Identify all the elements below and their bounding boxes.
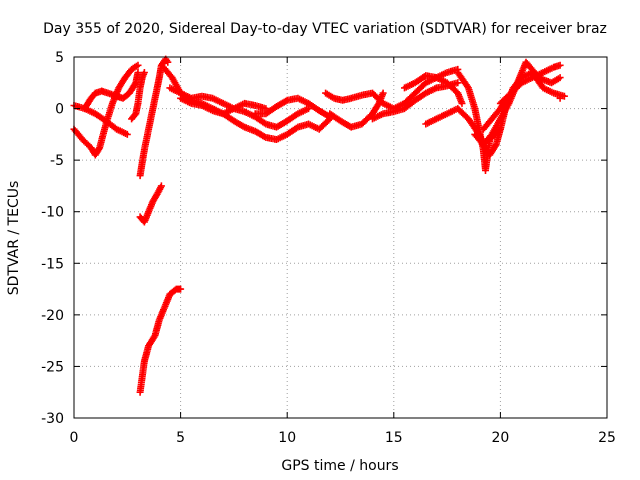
y-tick-label: -15 xyxy=(41,256,64,272)
y-tick-label: -10 xyxy=(41,205,64,221)
data-point xyxy=(123,130,131,138)
data-point xyxy=(150,333,158,341)
data-point xyxy=(131,80,139,88)
y-tick-label: -30 xyxy=(41,411,64,427)
y-tick-label: -20 xyxy=(41,308,64,324)
x-tick-labels: 0 5 10 15 20 25 xyxy=(70,430,616,446)
plot-frame xyxy=(73,56,608,419)
data-point xyxy=(379,89,387,97)
data-point xyxy=(177,285,185,293)
x-tick-label: 20 xyxy=(491,430,509,446)
data-point xyxy=(556,74,564,82)
y-tick-label: 0 xyxy=(55,102,64,118)
data-point xyxy=(502,96,510,104)
data-points xyxy=(70,55,568,396)
data-point xyxy=(556,94,564,102)
data-point xyxy=(260,133,268,141)
data-point xyxy=(134,69,142,76)
data-point xyxy=(560,92,568,100)
x-tick-label: 15 xyxy=(385,430,403,446)
data-point xyxy=(164,58,172,66)
x-tick-label: 10 xyxy=(278,430,296,446)
data-point xyxy=(134,61,142,69)
data-point xyxy=(458,99,466,107)
data-point xyxy=(282,97,290,105)
y-tick-label: -25 xyxy=(41,359,64,375)
x-axis-label: GPS time / hours xyxy=(281,458,398,474)
data-point xyxy=(95,145,103,153)
y-tick-labels: 5 0 -5 -10 -15 -20 -25 -30 xyxy=(41,50,64,427)
y-tick-label: -5 xyxy=(50,153,64,169)
data-point xyxy=(454,79,462,87)
data-point xyxy=(157,182,165,190)
y-tick-label: 5 xyxy=(55,50,64,66)
data-point xyxy=(503,94,511,102)
x-tick-label: 5 xyxy=(176,430,185,446)
data-point xyxy=(262,105,270,113)
x-tick-label: 0 xyxy=(70,430,79,446)
axis-ticks xyxy=(73,56,608,419)
data-point xyxy=(140,69,148,76)
y-axis-label: SDTVAR / TECUs xyxy=(6,181,22,296)
chart-title: Day 355 of 2020, Sidereal Day-to-day VTE… xyxy=(43,21,607,37)
data-point xyxy=(556,61,564,69)
x-tick-label: 25 xyxy=(598,430,616,446)
